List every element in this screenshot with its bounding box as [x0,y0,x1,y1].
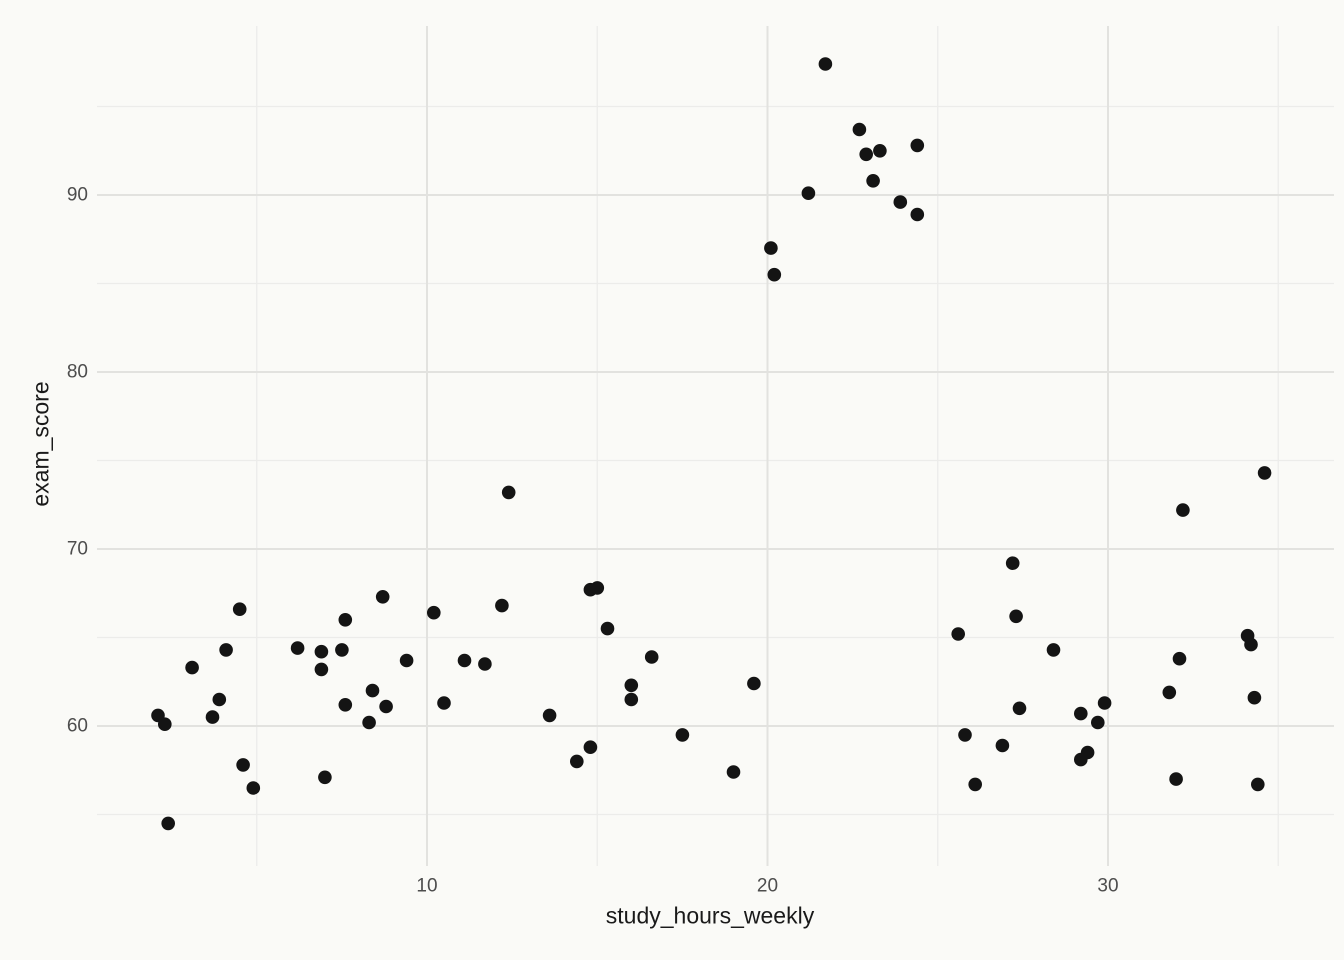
data-point [161,816,175,831]
y-axis-title: exam_score [27,381,54,507]
data-point [314,644,329,659]
data-point [600,621,615,636]
data-point [958,728,972,742]
x-axis-title: study_hours_weekly [605,902,815,929]
data-point [236,758,250,772]
data-point [644,650,659,664]
data-point [501,485,516,500]
data-point [338,698,353,712]
data-point [495,598,509,613]
data-point [457,653,472,668]
data-point [379,699,393,714]
x-tick-label: 10 [416,875,438,897]
data-point [1247,690,1262,705]
data-point [1176,503,1190,517]
data-point [590,581,605,595]
data-point [1244,637,1258,652]
data-point [1074,706,1088,721]
data-point [362,715,376,730]
data-point [399,653,414,668]
data-point [1257,466,1272,480]
minor-gridlines [97,26,1334,866]
data-point [318,770,332,785]
data-point [1097,696,1112,710]
data-point [219,643,233,657]
data-point [873,144,887,158]
major-gridlines [97,26,1334,866]
x-tick-label: 20 [756,875,779,897]
data-point [1172,651,1187,666]
data-point [437,696,451,710]
data-point [205,710,220,724]
data-point [1005,556,1020,570]
data-point [852,122,867,137]
data-point [1169,772,1183,786]
data-point [764,241,778,255]
x-tick-label: 30 [1097,875,1119,897]
data-point [158,717,172,731]
data-point [747,676,761,691]
data-point [314,662,329,677]
data-point [232,602,247,616]
data-point [624,678,639,693]
data-point [910,138,925,153]
data-point [801,186,816,200]
data-point [338,613,353,627]
data-point [1012,701,1027,716]
data-point [951,627,965,641]
y-tick-label: 60 [66,715,88,737]
data-point [624,692,639,707]
data-point [246,781,261,795]
y-tick-label: 90 [66,184,88,206]
data-point [968,777,982,792]
data-point [583,740,598,754]
data-point [675,728,690,742]
data-point [859,147,873,162]
data-point [1091,715,1105,730]
y-tick-label: 70 [66,538,88,560]
data-point [767,267,782,282]
data-point [1009,609,1023,624]
data-point [1046,643,1061,657]
data-point [542,708,557,723]
data-point [427,605,441,620]
data-point [570,754,584,769]
data-point [478,657,492,671]
data-point [818,57,833,71]
data-point [290,641,305,655]
y-tick-label: 80 [66,361,88,383]
data-point [726,765,741,779]
data-point [335,643,349,657]
data-point [185,660,199,675]
data-point [375,590,390,604]
data-point [1251,777,1265,792]
data-point [365,683,380,698]
data-point [893,195,908,209]
data-point [910,207,925,222]
data-point [995,738,1010,753]
data-point [212,692,227,707]
data-point [1162,685,1177,700]
data-point [1080,745,1095,760]
data-point [866,174,880,188]
data-points [151,57,1272,831]
